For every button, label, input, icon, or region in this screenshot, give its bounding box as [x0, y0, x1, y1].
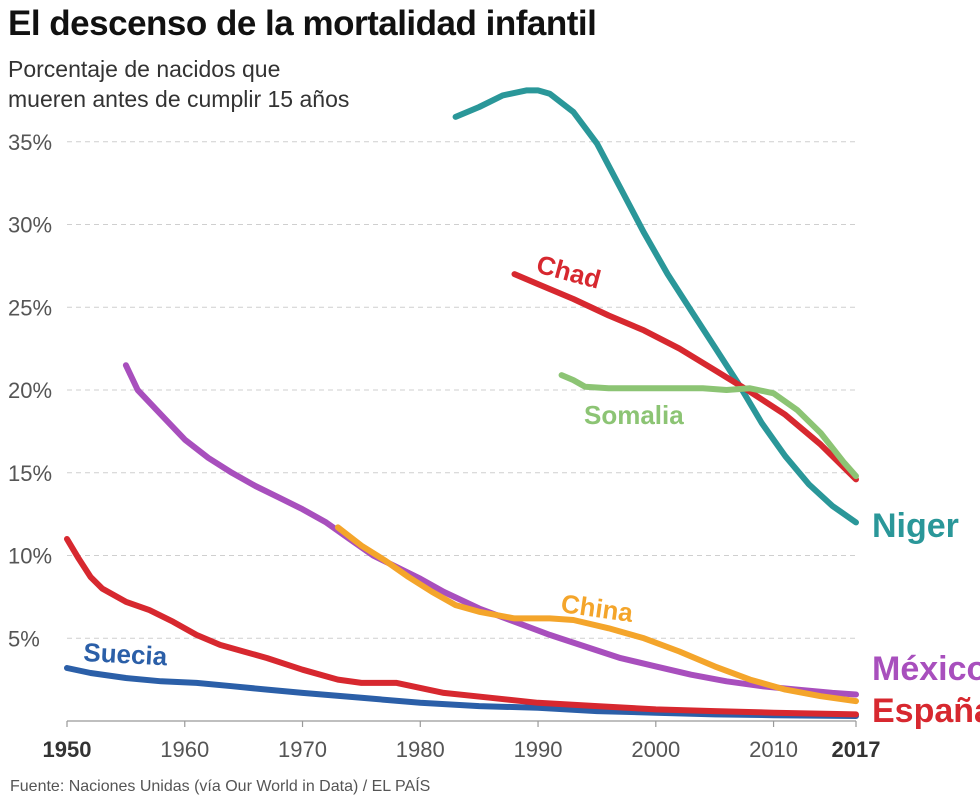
y-tick-label: 25% [8, 295, 52, 320]
x-tick-label: 1970 [278, 737, 327, 762]
x-tick-label: 1960 [160, 737, 209, 762]
x-tick-label: 1950 [43, 737, 92, 762]
x-tick-label: 1990 [514, 737, 563, 762]
x-tick-label: 2017 [832, 737, 881, 762]
y-tick-label: 20% [8, 378, 52, 403]
series-label-méxico: México [872, 650, 980, 688]
series-line-somalia [558, 372, 859, 480]
chart-subtitle: Porcentaje de nacidos que mueren antes d… [8, 54, 349, 114]
series-label-niger: Niger [872, 507, 959, 545]
subtitle-line-2: mueren antes de cumplir 15 años [8, 86, 350, 112]
series-line-chad [511, 271, 859, 483]
x-tick-label: 2000 [631, 737, 680, 762]
series-label-suecia: Suecia [83, 637, 169, 671]
y-tick-label: 35% [8, 130, 52, 155]
y-tick-label: 10% [8, 544, 52, 569]
series-line-españa [64, 536, 859, 718]
series-label-somalia: Somalia [584, 400, 684, 430]
chart-title: El descenso de la mortalidad infantil [8, 4, 597, 43]
series-line-suecia [64, 665, 859, 719]
x-tick-label: 1980 [396, 737, 445, 762]
series-line-niger [452, 87, 859, 526]
series-line-méxico [122, 362, 859, 698]
subtitle-line-1: Porcentaje de nacidos que [8, 56, 281, 82]
series-label-españa: España [872, 692, 980, 730]
series-line-china [334, 524, 859, 705]
y-tick-label: 30% [8, 213, 52, 238]
source-note: Fuente: Naciones Unidas (vía Our World i… [10, 778, 431, 795]
y-tick-label: 5% [8, 626, 40, 651]
y-tick-label: 15% [8, 461, 52, 486]
x-tick-label: 2010 [749, 737, 798, 762]
